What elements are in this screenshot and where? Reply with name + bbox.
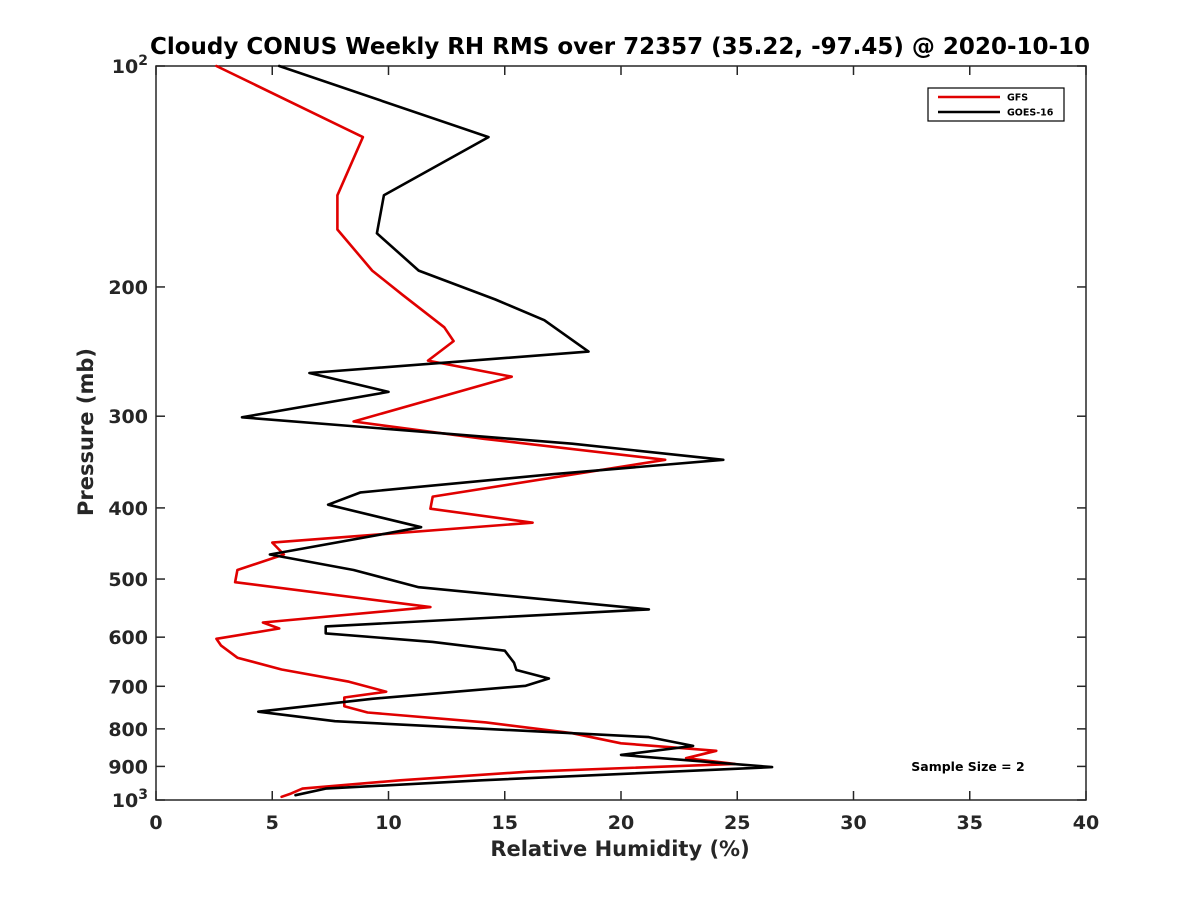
x-axis-label: Relative Humidity (%): [490, 837, 749, 861]
x-tick-label: 35: [957, 812, 983, 834]
y-tick-label: 600: [108, 627, 148, 649]
y-tick-exponent: 3: [138, 787, 148, 803]
y-tick-label: 700: [108, 676, 148, 698]
x-axis: 0 5 10 15 20 25 30 35 40: [149, 66, 1099, 834]
y-tick-exponent: 2: [138, 53, 148, 69]
x-tick-label: 40: [1073, 812, 1099, 834]
y-tick-label: 102: [112, 53, 148, 78]
legend: GFS GOES-16: [927, 87, 1065, 122]
y-tick-label: 200: [108, 277, 148, 299]
y-tick-base: 10: [112, 790, 138, 812]
y-tick-label: 103: [112, 787, 148, 812]
legend-items: GFS GOES-16: [938, 93, 1054, 119]
y-tick-base: 10: [112, 56, 138, 78]
y-tick-label: 500: [108, 569, 148, 591]
x-tick-label: 10: [375, 812, 401, 834]
y-tick-label: 800: [108, 719, 148, 741]
y-tick-label: 900: [108, 756, 148, 778]
chart-title: Cloudy CONUS Weekly RH RMS over 72357 (3…: [150, 34, 1090, 60]
x-tick-label: 25: [724, 812, 750, 834]
sample-size-annotation: Sample Size = 2: [911, 759, 1024, 774]
legend-label: GOES-16: [1007, 108, 1054, 119]
x-tick-label: 15: [492, 812, 518, 834]
x-tick-label: 0: [149, 812, 162, 834]
legend-box: [927, 87, 1065, 122]
y-axis-label: Pressure (mb): [74, 348, 98, 516]
series-line-goes-16: [240, 64, 774, 797]
series-line-gfs: [215, 64, 737, 799]
x-tick-label: 30: [840, 812, 866, 834]
series-layer: [215, 64, 774, 799]
x-tick-label: 5: [266, 812, 279, 834]
legend-label: GFS: [1007, 93, 1028, 104]
x-tick-label: 20: [608, 812, 634, 834]
y-tick-label: 300: [108, 406, 148, 428]
y-tick-label: 400: [108, 498, 148, 520]
